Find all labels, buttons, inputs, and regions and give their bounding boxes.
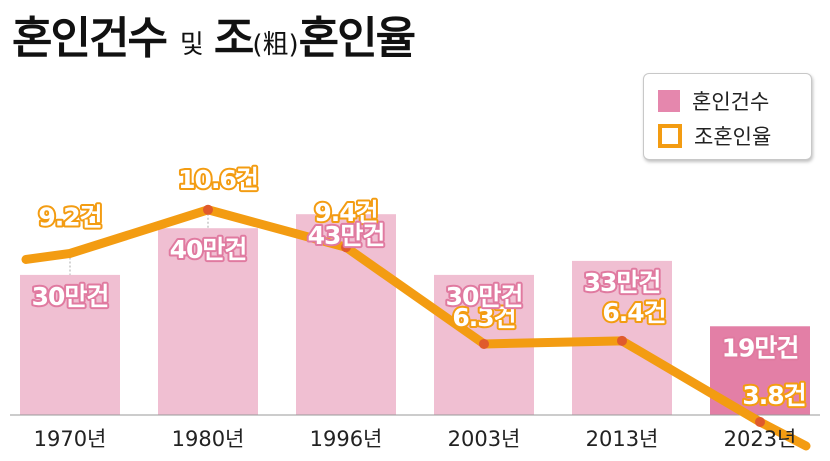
chart-title: 혼인건수 및 조(粗)혼인율 [12,2,416,72]
title-part-2b: 혼인율 [298,13,416,64]
line-label-1: 9.2건 [38,202,101,231]
x-tick-label-4: 2003년 [448,427,521,451]
bar-label-4: 30만건 [446,282,523,311]
bar-label-5: 33만건 [584,268,661,297]
legend-label-line: 조혼인율 [694,125,772,149]
line-label-5: 6.4건 [602,298,665,327]
bar-label-2: 40만건 [170,235,247,264]
line-point-2 [203,204,213,215]
bar-label-6: 19만건 [722,333,799,362]
line-point-6 [755,416,765,427]
legend-label-bar: 혼인건수 [692,90,770,114]
legend: 혼인건수 조혼인율 [643,73,812,160]
legend-item-bar: 혼인건수 [658,86,769,116]
line-label-2: 10.6건 [178,165,258,194]
title-connector: 및 [179,30,204,60]
x-tick-label-1: 1970년 [34,427,107,451]
bar-2 [158,228,258,415]
legend-swatch-bar [658,90,680,112]
x-tick-label-6: 2023년 [724,427,797,451]
line-label-6: 3.8건 [742,381,805,410]
legend-swatch-line [658,124,682,148]
line-label-3: 9.4건 [314,198,377,227]
bar-label-1: 30만건 [32,282,109,311]
line-point-5 [617,335,627,346]
x-tick-label-5: 2013년 [586,427,659,451]
line-label-4: 6.3건 [452,303,515,332]
title-part-2a: 조 [213,13,255,64]
x-tick-label-3: 1996년 [310,427,383,451]
line-point-4 [479,338,489,349]
line-point-3 [341,242,351,253]
x-tick-label-2: 1980년 [172,427,245,451]
legend-item-line: 조혼인율 [658,121,771,151]
bar-1 [20,274,120,415]
title-part-1: 혼인건수 [12,13,168,64]
bar-label-3: 43만건 [308,221,385,250]
title-paren: (粗) [252,30,299,60]
line-series-조혼인율 [21,205,811,451]
